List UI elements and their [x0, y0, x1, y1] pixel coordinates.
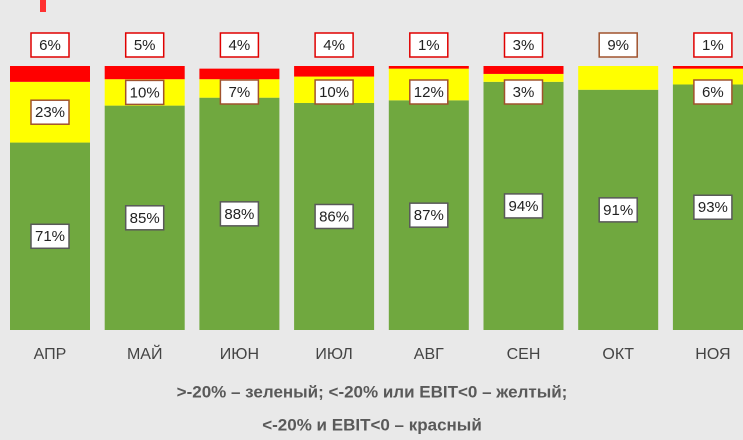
data-label: 6%	[702, 84, 724, 101]
data-label: 1%	[418, 37, 440, 54]
data-label: 3%	[513, 37, 535, 54]
data-label-box	[598, 197, 638, 223]
x-tick-label: МАЙ	[127, 344, 163, 363]
data-label-box	[693, 79, 733, 105]
data-label: 4%	[323, 37, 345, 54]
data-label: 5%	[134, 37, 156, 54]
data-label-box	[219, 32, 260, 58]
data-label-box	[219, 79, 260, 105]
bar-segment	[104, 66, 185, 80]
data-label: 9%	[607, 37, 629, 54]
data-label: 10%	[319, 84, 349, 101]
data-label-box	[124, 32, 165, 58]
data-label: 87%	[414, 207, 444, 224]
data-label-box	[314, 79, 354, 105]
data-label-box	[314, 32, 354, 58]
x-tick-label: ИЮН	[220, 346, 259, 363]
data-label: 7%	[229, 84, 251, 101]
x-tick-label: АВГ	[414, 346, 444, 363]
data-label-box	[409, 202, 449, 228]
data-label: 91%	[603, 202, 633, 219]
data-label: 94%	[508, 198, 538, 215]
data-label-box	[693, 32, 733, 58]
data-label: 86%	[319, 208, 349, 225]
bar-segment	[672, 66, 743, 69]
data-label-box	[693, 194, 733, 220]
legend-note: >-20% – зеленый; <-20% или EBIT<0 – желт…	[177, 382, 568, 401]
bar-segment	[483, 66, 564, 74]
data-label-box	[30, 99, 70, 125]
data-label-box	[314, 203, 354, 230]
data-label: 71%	[35, 228, 65, 245]
data-label: 93%	[698, 199, 728, 216]
data-label-box	[503, 193, 544, 219]
data-label-box	[409, 79, 449, 105]
data-label-box	[503, 32, 544, 58]
data-label: 4%	[229, 37, 251, 54]
x-tick-label: НОЯ	[695, 346, 730, 363]
x-tick-label: ОКТ	[602, 346, 634, 363]
bar-segment	[199, 68, 280, 80]
data-label-box	[598, 32, 638, 58]
data-label: 88%	[224, 206, 254, 223]
data-label: 6%	[39, 37, 61, 54]
bar-segment	[294, 66, 375, 77]
bar-segment	[10, 66, 90, 82]
data-label-box	[30, 32, 70, 58]
data-label: 10%	[130, 84, 160, 101]
data-label: 85%	[130, 210, 160, 227]
data-label: 12%	[414, 84, 444, 101]
data-label-box	[503, 79, 544, 105]
data-label: 1%	[702, 37, 724, 54]
x-tick-label: СЕН	[507, 346, 541, 363]
bar-segment	[388, 66, 469, 69]
legend-note: <-20% и EBIT<0 – красный	[262, 415, 482, 434]
data-label: 23%	[35, 104, 65, 121]
data-label-box	[124, 79, 165, 106]
data-label-box	[124, 205, 165, 231]
data-label: 3%	[513, 84, 535, 101]
x-tick-label: ИЮЛ	[315, 346, 352, 363]
title-marker	[40, 0, 46, 12]
bar-segment	[483, 73, 564, 82]
x-tick-label: АПР	[34, 346, 67, 363]
data-label-box	[219, 201, 260, 227]
bar-segment	[578, 66, 659, 90]
data-label-box	[409, 32, 449, 58]
data-label-box	[30, 223, 70, 250]
